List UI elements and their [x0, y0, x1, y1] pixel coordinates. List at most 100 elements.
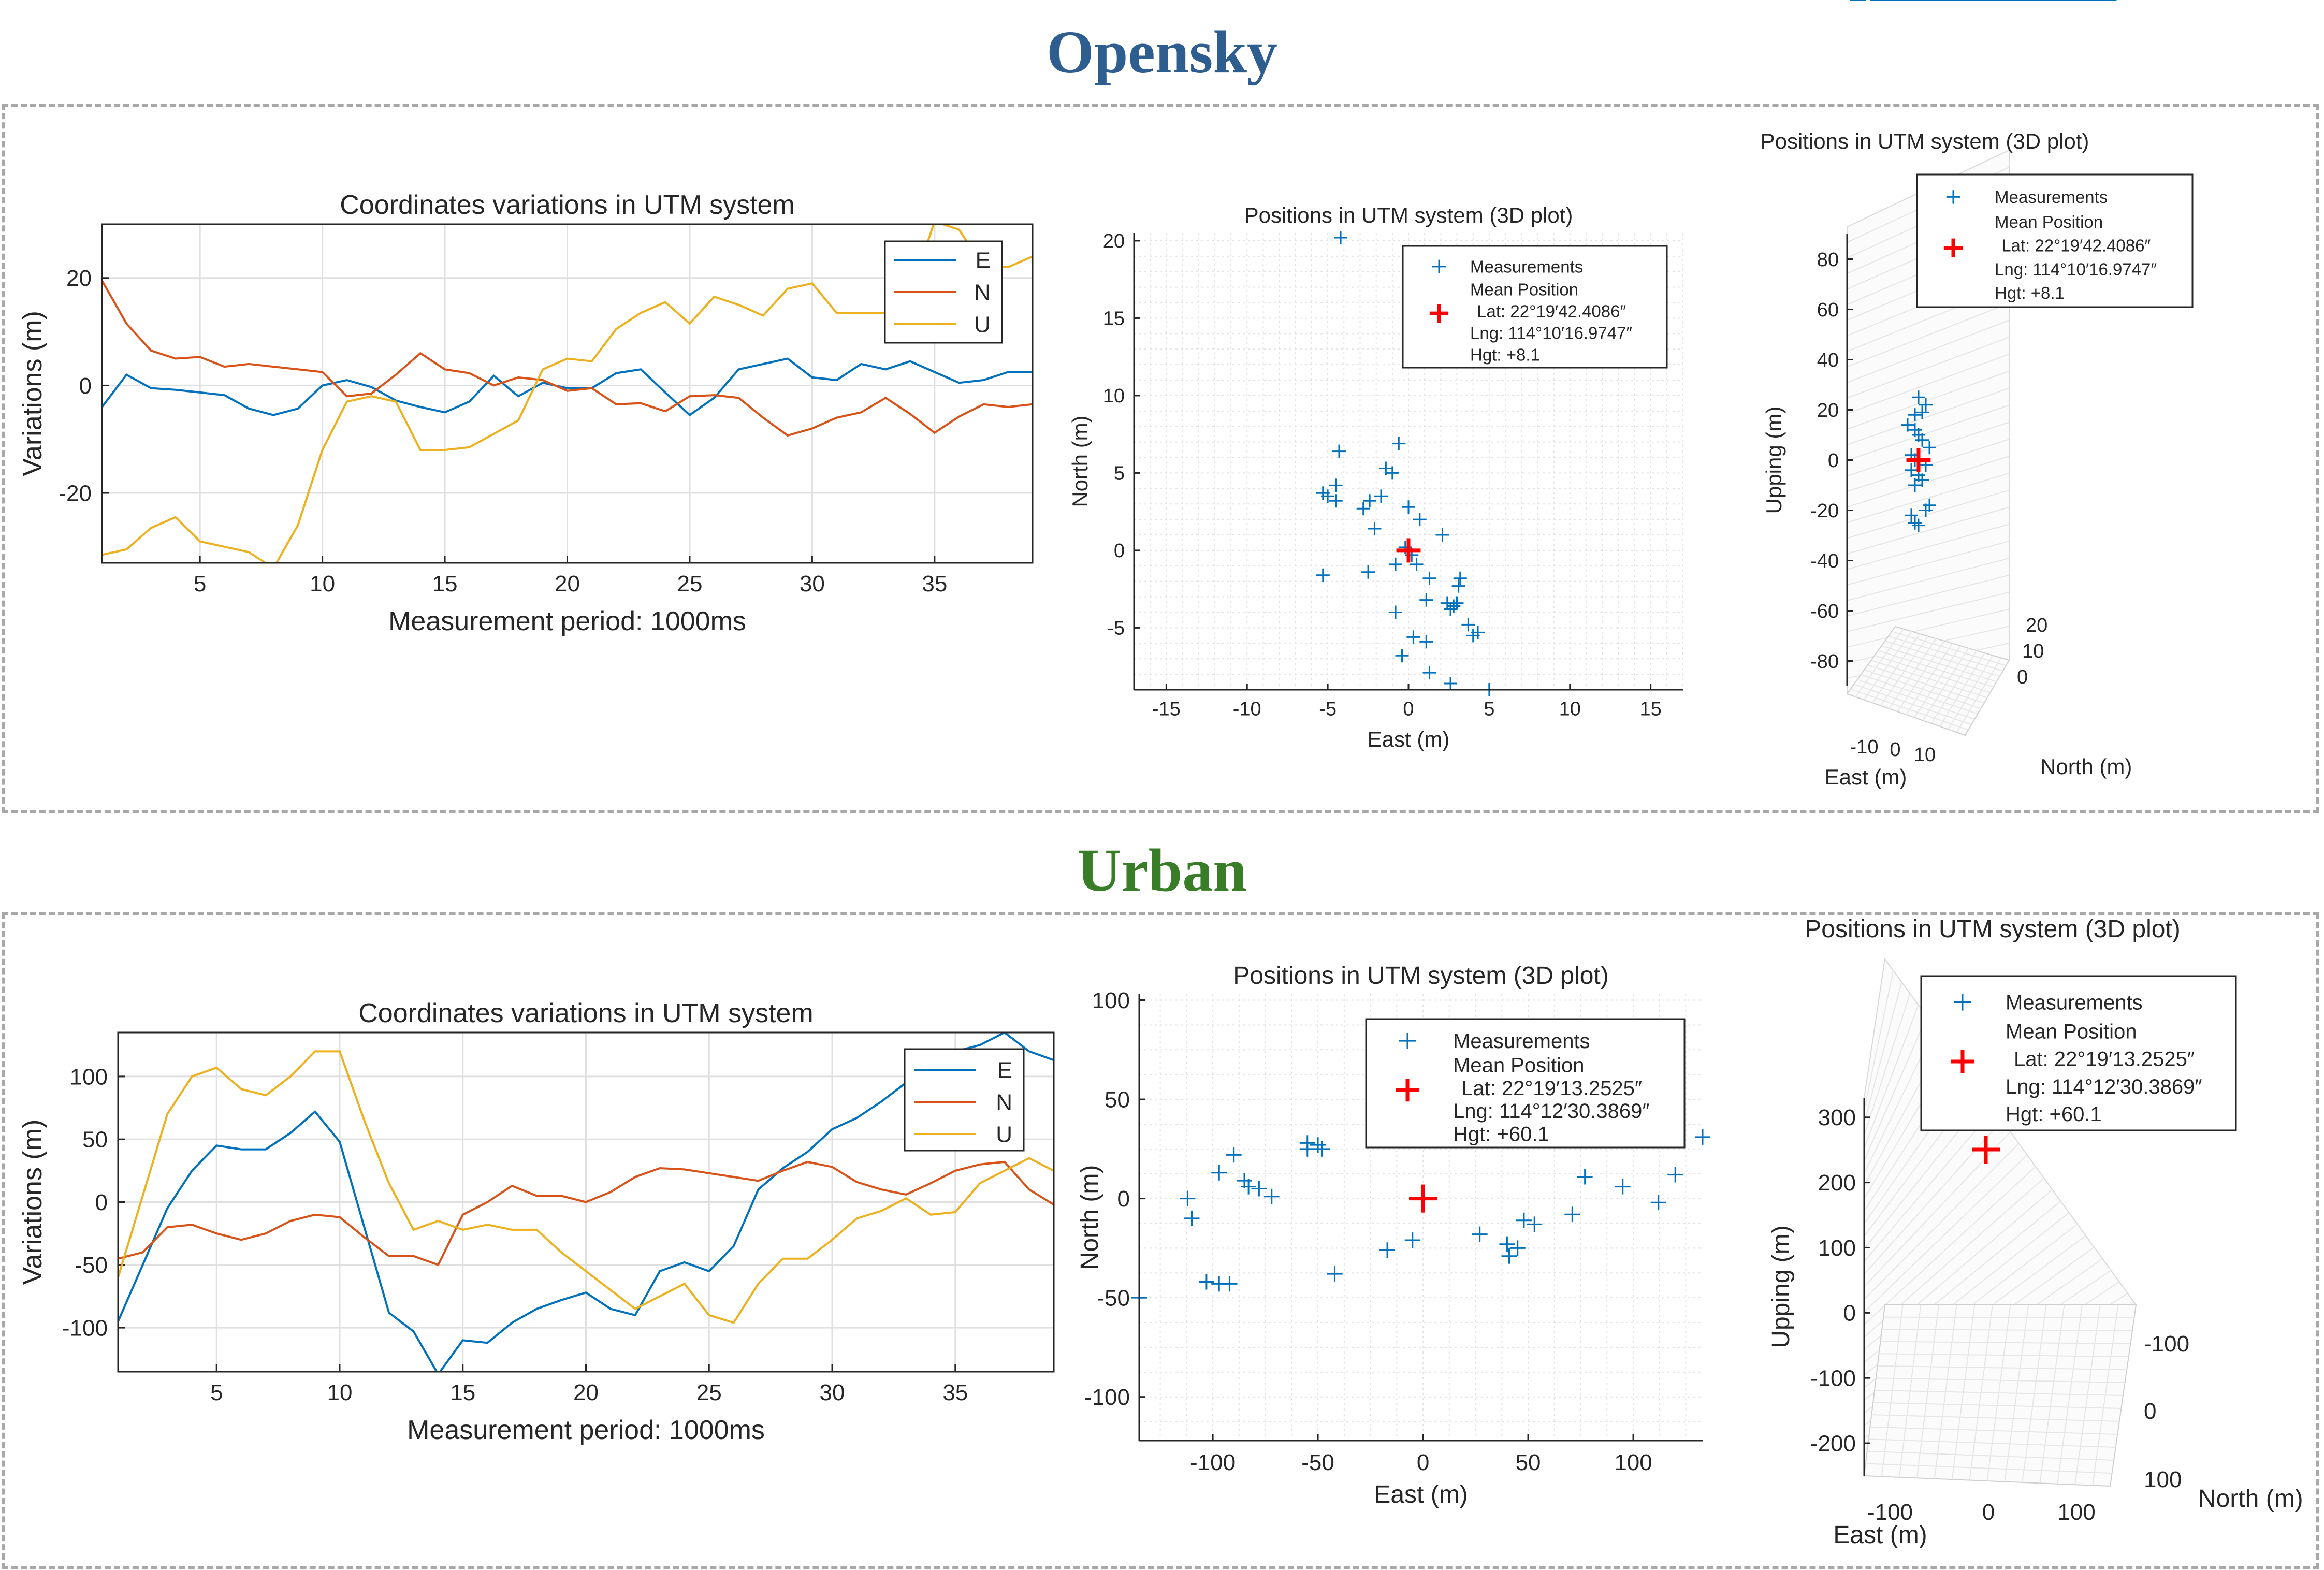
urban-2d-ytick-label: 50 [1105, 1087, 1130, 1112]
opensky-3d-wall-grid [1847, 472, 2010, 524]
urban-2d-ytick-label: 0 [1117, 1186, 1130, 1212]
urban-2d-legend-lng: Lng: 114°12′30.3869″ [1453, 1100, 1649, 1123]
urban-2d-point [1226, 1147, 1242, 1163]
opensky-3d-point [1908, 478, 1922, 492]
opensky-2d-point [1395, 649, 1409, 663]
opensky-ts-xtick-label: 15 [432, 571, 458, 597]
opensky-3d-wall-grid [1847, 489, 2010, 539]
opensky-3d-ztick-label: 80 [1817, 249, 1839, 271]
urban-ts-xtick-label: 30 [820, 1380, 845, 1405]
opensky-2d-point [1402, 500, 1415, 514]
opensky-2d-point [1385, 466, 1399, 480]
opensky-3d-floor-grid [1922, 648, 1969, 721]
urban-ts-xlabel: Measurement period: 1000ms [407, 1415, 765, 1445]
opensky-3d-ytick-label: 20 [2026, 615, 2047, 636]
opensky-3d-wall-grid [1847, 608, 2010, 648]
opensky-3d-ztick-label: -80 [1810, 651, 1839, 673]
opensky-3d-floor-grid [1914, 645, 1961, 718]
opensky-3d-legend-box [1916, 173, 2194, 308]
opensky-3d-wall-grid [1847, 421, 2010, 477]
opensky-2d-point [1444, 677, 1458, 691]
urban-2d-legend-marker-symbol [1399, 1033, 1416, 1050]
opensky-ts-legend-label-U: U [974, 312, 991, 337]
urban-3d-ztick-label: 300 [1818, 1105, 1856, 1130]
urban-ts-series-N [118, 1160, 1054, 1267]
opensky-3d-ztick-label: 60 [1817, 299, 1839, 321]
urban-3d-xlabel: East (m) [1833, 1521, 1927, 1549]
urban-2d-point [1198, 1274, 1214, 1290]
urban-3d-wall-grid [1864, 982, 1902, 1123]
opensky-2d-ytick-label: 0 [1114, 540, 1125, 562]
opensky-2d-point [1321, 489, 1335, 503]
urban-2d-point [1180, 1190, 1196, 1206]
opensky-3d-legend-marker-symbol [1946, 190, 1960, 204]
opensky-2d-xtick-label: 10 [1559, 698, 1581, 720]
opensky-3d-point [1919, 503, 1933, 517]
urban-2d-xtick-label: 100 [1614, 1450, 1652, 1475]
opensky-3d-floor-grid [1874, 655, 1991, 693]
urban-3d-ztick-label: 200 [1818, 1170, 1856, 1196]
urban-ts-legend-label-N: N [996, 1089, 1012, 1115]
opensky-3d-point [1912, 390, 1925, 404]
opensky-ts-title: Coordinates variations in UTM system [340, 190, 795, 220]
opensky-2d-ytick-label: 15 [1103, 308, 1125, 330]
urban-2d-ytick-label: 100 [1092, 988, 1130, 1013]
urban-2d-point [1516, 1212, 1532, 1228]
opensky-2d-ylabel: North (m) [1068, 415, 1092, 507]
opensky-3d-point [1915, 433, 1929, 447]
opensky-3d-xtick-label: -10 [1850, 736, 1879, 758]
urban-2d-point [1251, 1181, 1267, 1197]
opensky-3d-wall-grid [1847, 370, 2010, 430]
opensky-2d-ytick-label: 20 [1103, 230, 1125, 252]
opensky-2d-point [1374, 489, 1388, 503]
opensky-3d-point [1905, 463, 1918, 477]
urban-3d-floor-grid [2022, 1304, 2047, 1482]
opensky-3d-floor-grid [1878, 650, 1994, 688]
opensky-2d-xtick-label: -15 [1152, 698, 1181, 720]
opensky-3d-point [1912, 518, 1925, 532]
urban-2d-ylabel: North (m) [1076, 1165, 1103, 1270]
urban-3d-mean-marker [1972, 1136, 2000, 1164]
opensky-2d-xtick-label: 5 [1484, 698, 1494, 720]
urban-2d-point [1404, 1232, 1420, 1248]
opensky-3d-wall-grid [1847, 302, 2010, 368]
urban-2d-xtick-label: 0 [1417, 1450, 1429, 1475]
section-title-opensky: Opensky [1047, 18, 1277, 86]
urban-ts-ytick-label: -100 [62, 1315, 108, 1341]
opensky-2d-xlabel: East (m) [1368, 727, 1450, 751]
opensky-2d-point [1329, 494, 1343, 508]
urban-3d-floor-grid [1882, 1329, 2132, 1331]
urban-3d-wall-grid [1864, 1005, 1919, 1149]
urban-ts-xtick-label: 15 [450, 1380, 475, 1405]
opensky-ts-xtick-label: 5 [194, 571, 206, 597]
urban-2d-point [1499, 1236, 1515, 1252]
opensky-2d-point [1332, 444, 1346, 458]
urban-2d-point [1501, 1248, 1517, 1264]
opensky-ts-ylabel: Variations (m) [18, 311, 48, 476]
opensky-3d-point [1908, 408, 1922, 422]
urban-3d-wall-grid [1864, 970, 1894, 1111]
opensky-2d-point [1410, 557, 1424, 571]
opensky-3d-ztick-label: -20 [1810, 500, 1839, 522]
urban-3d-ztick-label: 100 [1818, 1235, 1856, 1261]
opensky-2d-point [1334, 230, 1348, 244]
urban-3d-title: Positions in UTM system (3D plot) [1805, 915, 2181, 943]
opensky-2d-ytick-label: 10 [1103, 385, 1125, 407]
opensky-3d-legend-measurements: Measurements [1995, 187, 2108, 207]
urban-2d-xtick-label: -100 [1190, 1450, 1236, 1475]
opensky-2d-legend-hgt: Hgt: +8.1 [1470, 345, 1540, 364]
urban-3d-ztick-label: -200 [1810, 1431, 1856, 1456]
urban-3d-legend-hgt: Hgt: +60.1 [2006, 1103, 2102, 1126]
opensky-3d-floor-grid [1884, 640, 2000, 677]
urban-3d-ytick-label: -100 [2144, 1331, 2189, 1357]
urban-2d-point [1211, 1165, 1227, 1181]
opensky-2d-point [1422, 571, 1436, 585]
opensky-3d-mean-marker [1906, 448, 1931, 472]
urban-3d-floor-grid [2004, 1304, 2029, 1482]
opensky-3d-wall-grid [1847, 387, 2010, 445]
opensky-3d-wall-grid [1847, 524, 2010, 570]
opensky-3d-wall-grid [1847, 558, 2010, 601]
opensky-2d-xtick-label: -10 [1233, 698, 1261, 720]
urban-3d-wall-grid [1864, 1120, 2003, 1275]
urban-ts-ytick-label: 0 [95, 1190, 108, 1215]
